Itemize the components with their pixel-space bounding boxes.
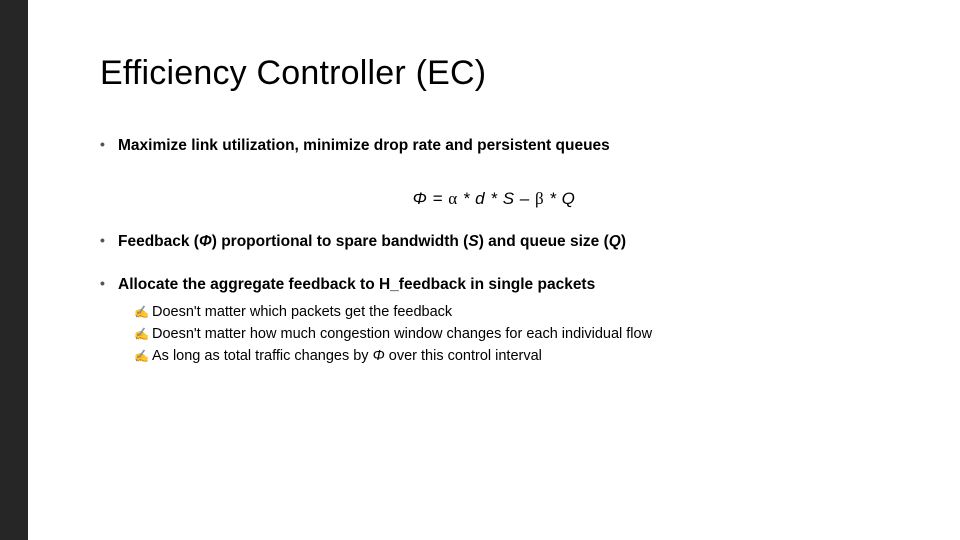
- bullet-2-phi: Φ: [199, 233, 212, 250]
- formula-eq: =: [427, 189, 448, 208]
- formula: Φ = α * d * S – β * Q: [100, 189, 888, 209]
- bullet-2-Q: Q: [609, 233, 621, 250]
- formula-phi: Φ: [413, 189, 428, 208]
- bullet-1: Maximize link utilization, minimize drop…: [100, 135, 888, 157]
- sub-1-text: Doesn't matter which packets get the fee…: [152, 304, 452, 320]
- left-stripe: [0, 0, 28, 540]
- sub-3-pre: As long as total traffic changes by: [152, 348, 373, 364]
- bullet-2-pre: Feedback (: [118, 233, 199, 250]
- sub-list: Doesn't matter which packets get the fee…: [134, 302, 888, 367]
- slide: Efficiency Controller (EC) Maximize link…: [28, 0, 960, 540]
- bullet-2-S: S: [468, 233, 478, 250]
- bullet-2: Feedback (Φ) proportional to spare bandw…: [100, 231, 888, 253]
- formula-mid1: * d * S –: [458, 189, 535, 208]
- bullet-2-mid1: ) proportional to spare bandwidth (: [212, 233, 469, 250]
- bullet-3-text: Allocate the aggregate feedback to H_fee…: [118, 276, 595, 293]
- bullet-list-2: Feedback (Φ) proportional to spare bandw…: [100, 231, 888, 368]
- sub-3-phi: Φ: [373, 348, 385, 364]
- bullet-list: Maximize link utilization, minimize drop…: [100, 135, 888, 157]
- formula-beta: β: [535, 189, 544, 208]
- bullet-3: Allocate the aggregate feedback to H_fee…: [100, 274, 888, 367]
- sub-2-text: Doesn't matter how much congestion windo…: [152, 326, 652, 342]
- bullet-2-mid2: ) and queue size (: [479, 233, 609, 250]
- bullet-2-post: ): [621, 233, 626, 250]
- sub-3: As long as total traffic changes by Φ ov…: [134, 346, 888, 368]
- sub-2: Doesn't matter how much congestion windo…: [134, 324, 888, 346]
- sub-3-post: over this control interval: [385, 348, 542, 364]
- slide-title: Efficiency Controller (EC): [100, 54, 888, 93]
- formula-alpha: α: [448, 189, 457, 208]
- formula-mid2: * Q: [544, 189, 575, 208]
- sub-1: Doesn't matter which packets get the fee…: [134, 302, 888, 324]
- bullet-1-text: Maximize link utilization, minimize drop…: [118, 137, 610, 154]
